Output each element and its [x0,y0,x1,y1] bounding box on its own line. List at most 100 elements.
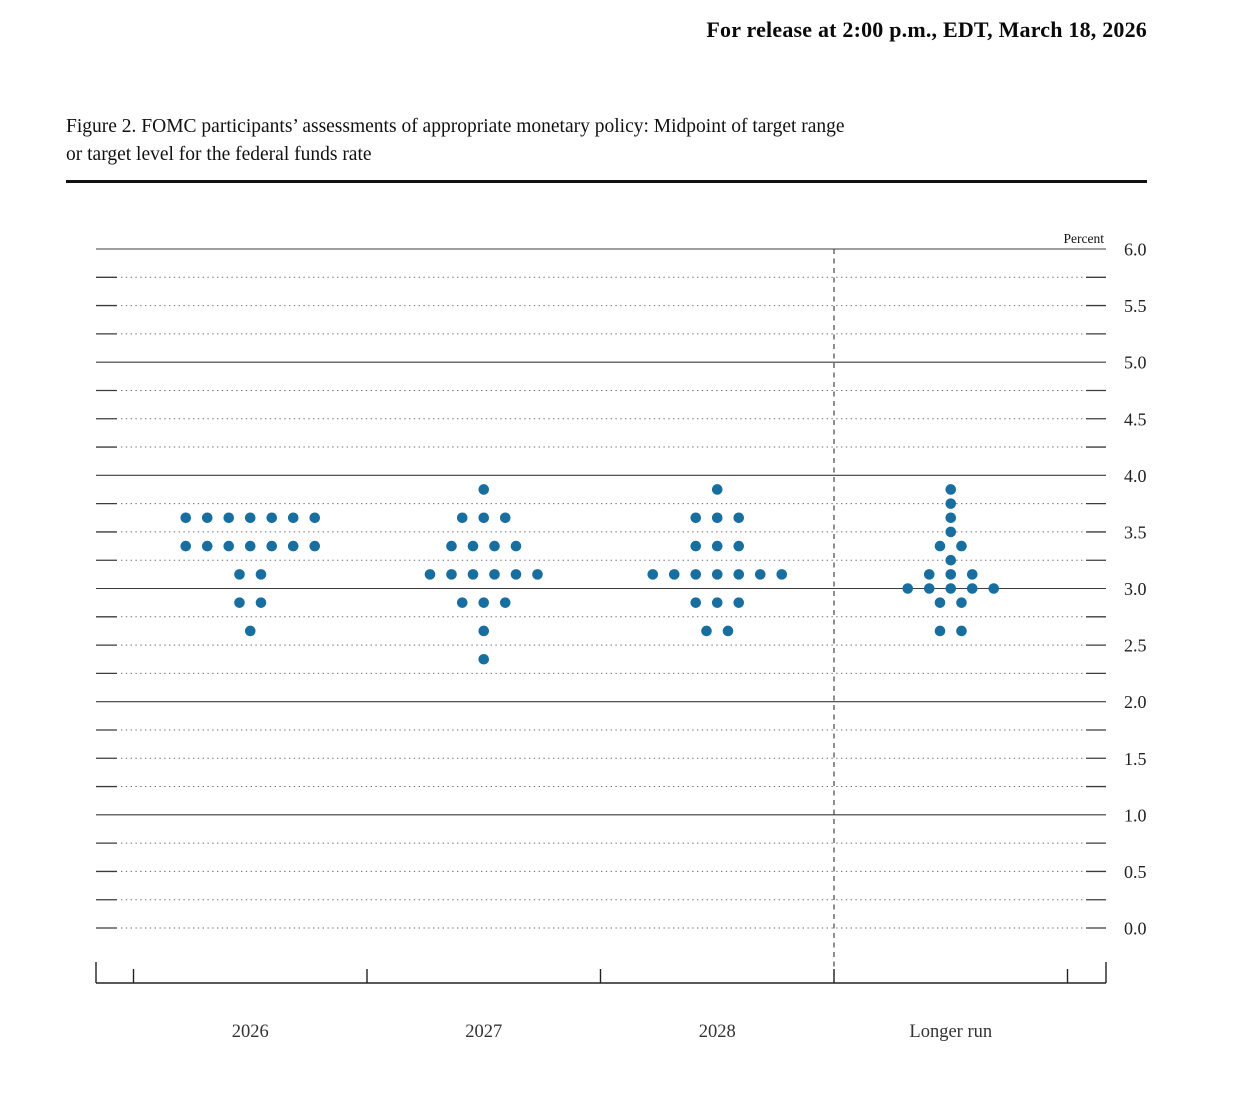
dot [287,512,299,524]
dot [456,512,468,524]
dot [690,512,702,524]
y-axis-label: 0.5 [1124,862,1147,882]
figure-title-line-2: or target level for the federal funds ra… [66,143,372,165]
dot [489,569,500,580]
y-axis-label: 6.0 [1124,240,1147,260]
dot [499,512,511,524]
dot [934,540,946,552]
dot [945,583,957,594]
dot [446,569,457,580]
dot [945,484,957,495]
dot [234,569,245,580]
dot [934,597,946,608]
dot [309,512,321,524]
dot [945,554,957,566]
dot [733,597,745,608]
x-axis-category-label: 2027 [465,1022,502,1042]
dot [776,569,788,580]
y-axis-label: 2.5 [1124,636,1147,656]
dot [244,625,256,637]
dot [510,540,522,552]
dot [180,540,192,552]
dot [711,484,723,495]
y-axis-label: 2.0 [1124,692,1147,712]
dot [902,583,914,594]
dot [923,569,935,580]
title-rule [66,180,1147,183]
dot [467,540,479,552]
dot [711,569,723,580]
y-axis-title: Percent [1064,231,1105,246]
figure-title-line-1: Figure 2. FOMC participants’ assessments… [66,116,845,137]
dot [180,512,192,524]
dot [934,625,946,637]
dot [234,597,245,608]
dot [733,512,745,524]
release-timestamp: For release at 2:00 p.m., EDT, March 18,… [706,17,1147,42]
dot [478,597,490,608]
dot [478,512,490,524]
x-axis-category-label: Longer run [909,1022,992,1042]
dot [456,597,468,608]
dot [244,512,256,524]
y-axis-label: 1.0 [1124,805,1147,825]
dot [478,653,490,665]
y-axis-label: 4.5 [1124,409,1147,429]
dot [754,569,766,580]
dot [201,512,213,524]
dot [223,512,235,524]
dot [966,569,978,580]
y-axis-label: 3.5 [1124,522,1147,542]
dot [956,597,967,608]
dot [201,540,213,552]
dot [733,569,745,580]
dot [489,540,500,552]
y-axis-label: 4.0 [1124,466,1147,486]
dot [647,569,659,580]
dot [956,625,967,637]
dot [244,540,256,552]
dot [945,498,957,509]
dot [255,597,267,608]
dot [532,569,543,580]
y-axis-label: 5.5 [1124,296,1147,316]
dot [956,540,967,552]
dot [711,540,723,552]
y-axis-label: 5.0 [1124,353,1147,373]
dot [690,569,702,580]
figure-title: Figure 2. FOMC participants’ assessments… [66,113,1126,168]
dot [722,625,734,637]
dot [223,540,235,552]
y-axis-label: 0.0 [1124,919,1147,939]
dot [966,583,978,594]
x-axis-category-label: 2026 [232,1022,269,1042]
dot [266,512,278,524]
dot [945,512,957,524]
dot [701,625,712,637]
dot [690,540,702,552]
dot [266,540,278,552]
dot [690,597,702,608]
dot [309,540,321,552]
dot [255,569,267,580]
dot [923,583,935,594]
x-axis-category-label: 2028 [699,1022,736,1042]
dot [478,484,490,495]
dot [945,569,957,580]
dot [499,597,511,608]
dot [711,597,723,608]
dot [467,569,479,580]
dot [945,526,957,538]
dot [478,625,490,637]
y-axis-label: 1.5 [1124,749,1147,769]
dot [711,512,723,524]
dot [988,583,1000,594]
dot [424,569,436,580]
dot [733,540,745,552]
dot [668,569,680,580]
dot [510,569,522,580]
y-axis-label: 3.0 [1124,579,1147,599]
dot [287,540,299,552]
